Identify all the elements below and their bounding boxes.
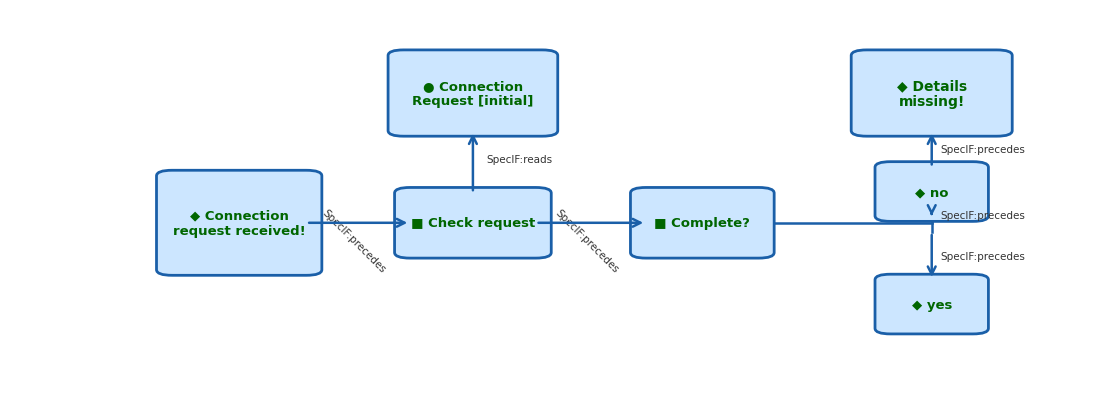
FancyBboxPatch shape [156,171,322,276]
FancyBboxPatch shape [875,162,989,222]
Text: ■ Complete?: ■ Complete? [655,217,751,230]
Text: SpecIF:precedes: SpecIF:precedes [941,210,1025,220]
Text: ◆ Details
missing!: ◆ Details missing! [897,79,967,109]
Text: ● Connection
Request [initial]: ● Connection Request [initial] [412,80,534,108]
Text: ◆ no: ◆ no [915,185,948,198]
Text: SpecIF:precedes: SpecIF:precedes [941,252,1025,261]
FancyBboxPatch shape [388,51,557,137]
FancyBboxPatch shape [875,275,989,334]
Text: ■ Check request: ■ Check request [411,217,535,230]
FancyBboxPatch shape [394,188,552,258]
Text: SpecIF:precedes: SpecIF:precedes [553,207,620,274]
Text: SpecIF:precedes: SpecIF:precedes [941,145,1025,155]
Text: ◆ Connection
request received!: ◆ Connection request received! [173,209,306,237]
Text: ◆ yes: ◆ yes [911,298,952,311]
Text: SpecIF:reads: SpecIF:reads [486,154,552,164]
FancyBboxPatch shape [630,188,774,258]
Text: SpecIF:precedes: SpecIF:precedes [321,207,388,274]
FancyBboxPatch shape [851,51,1012,137]
